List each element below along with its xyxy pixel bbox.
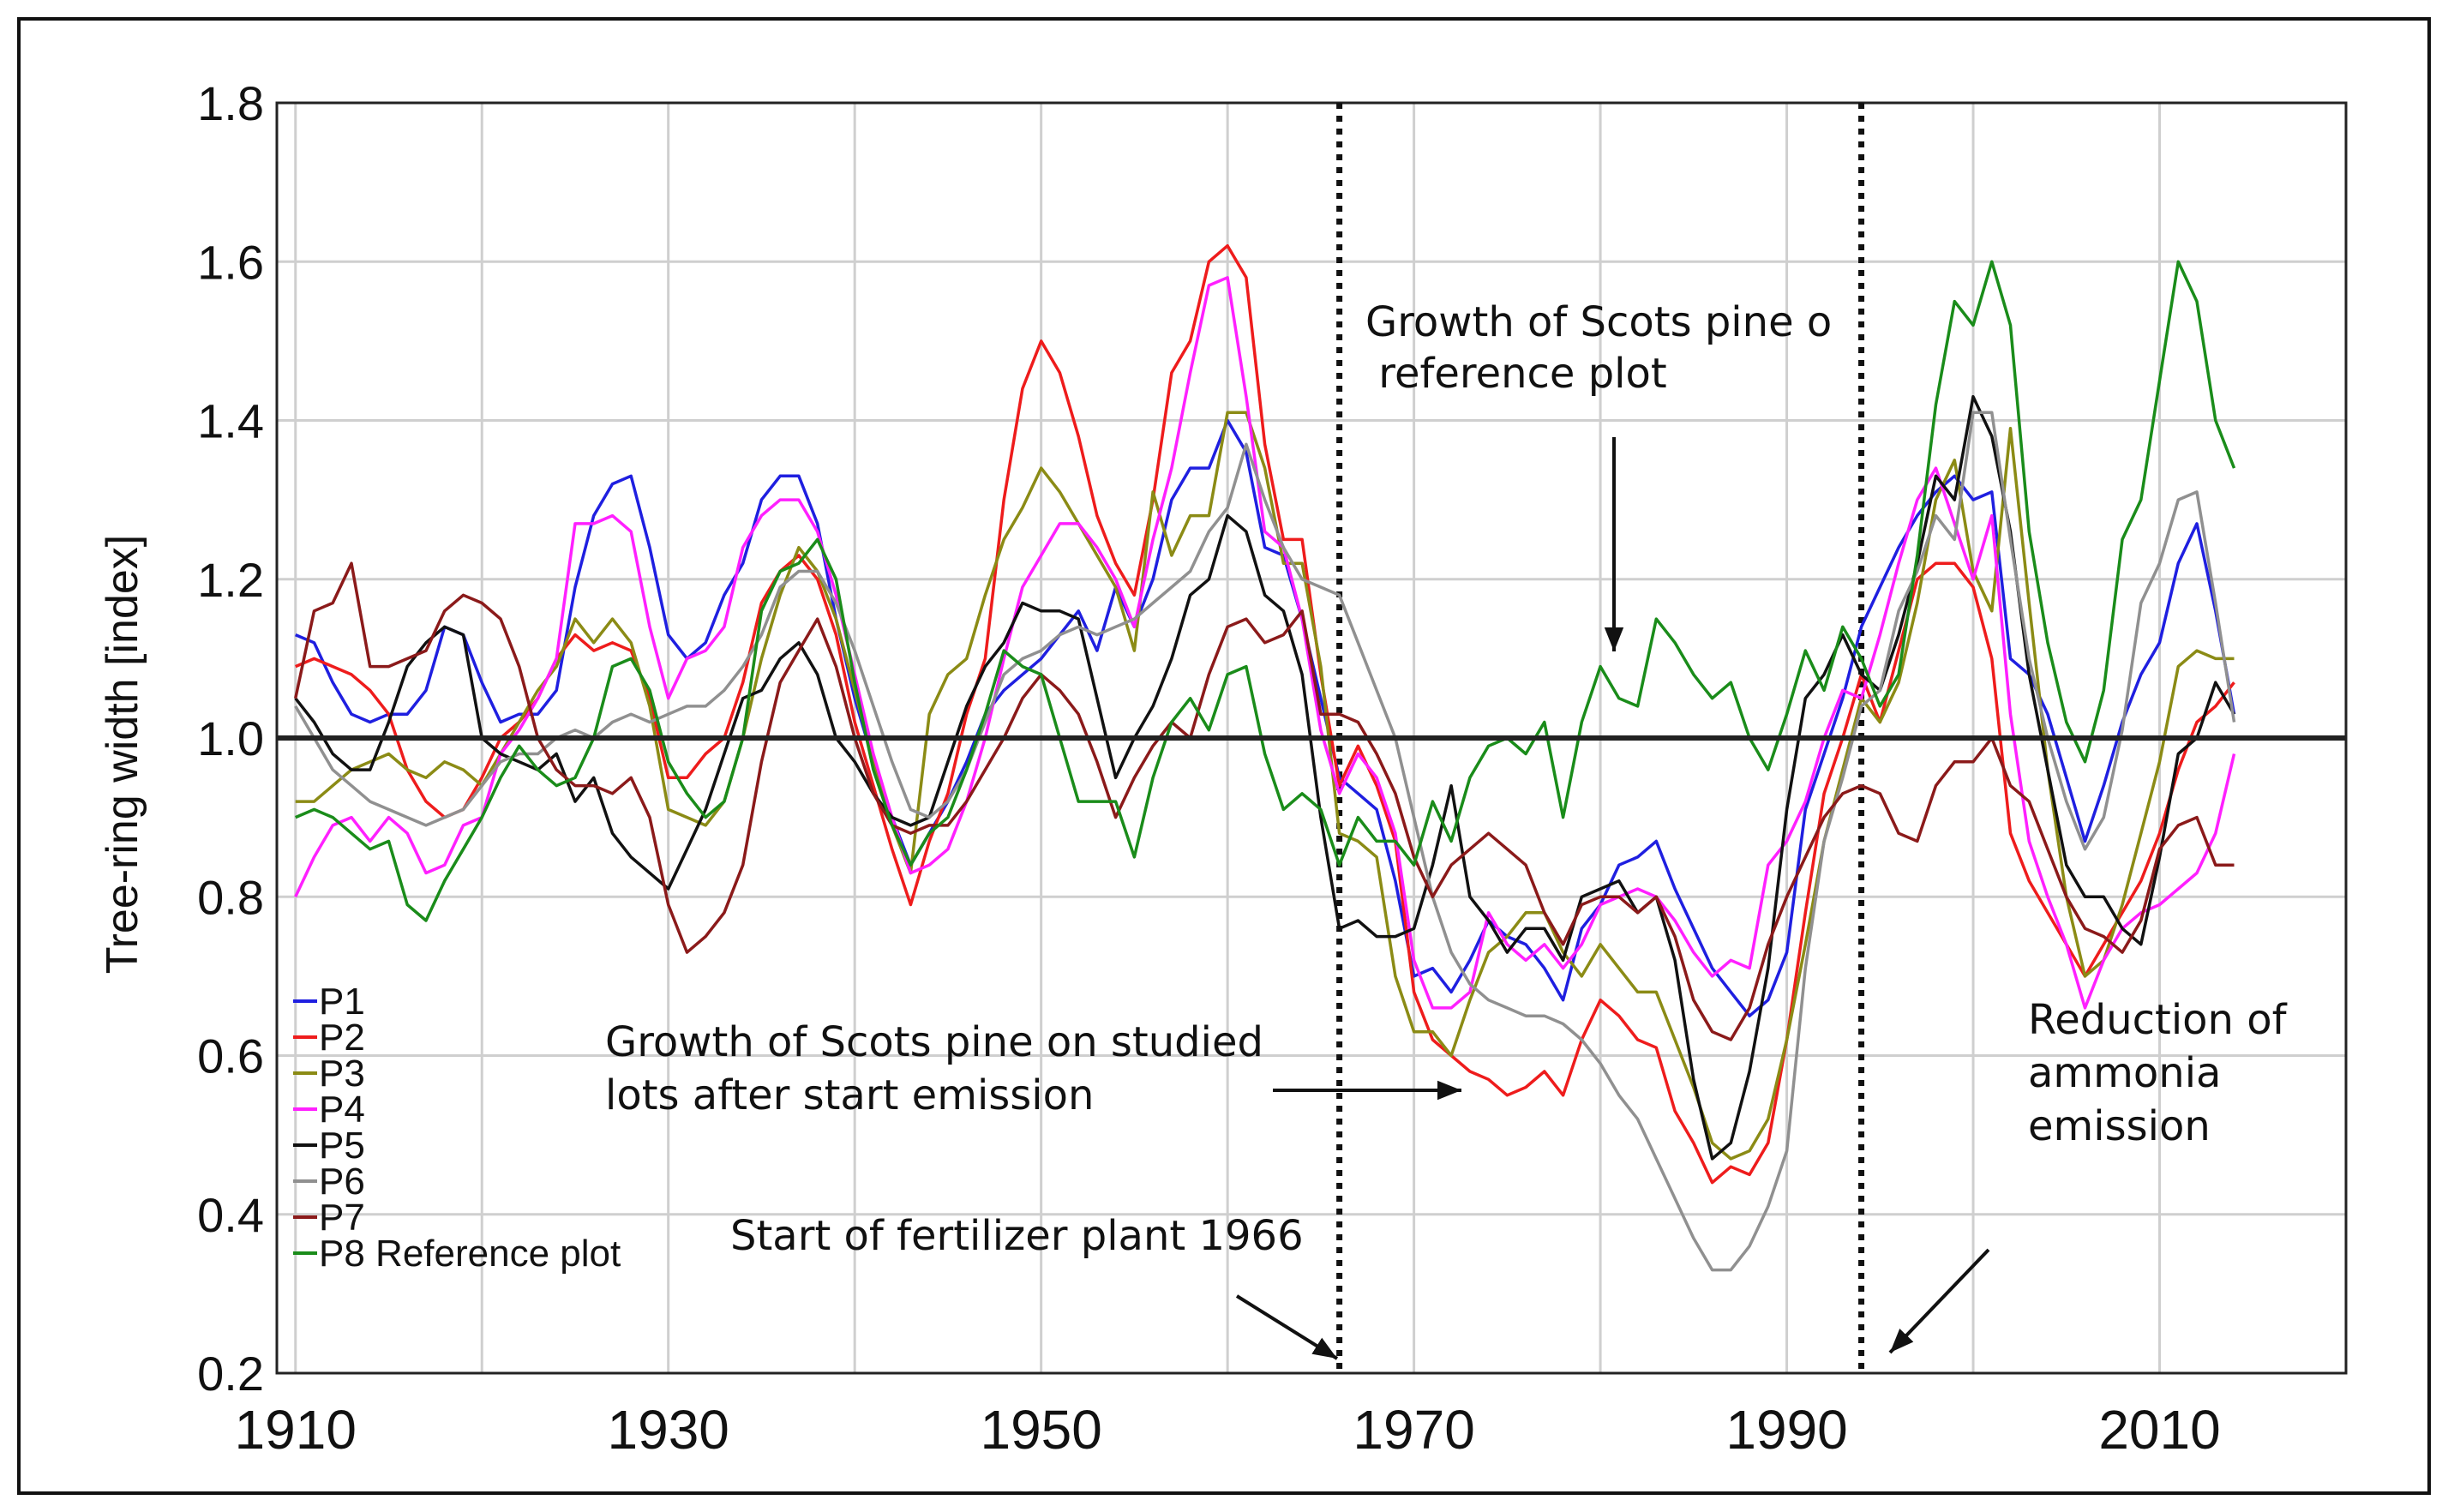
x-tick-label: 2010 (2098, 1399, 2220, 1461)
series-line-p3 (295, 411, 2235, 1161)
outer-frame (17, 17, 2431, 1495)
y-tick-label: 1.4 (197, 394, 264, 448)
series-line-p7 (293, 561, 2235, 1041)
series-line-p6 (294, 411, 2236, 1272)
annotation-ammonia-reduction: Reduction of ammonia emission (2028, 996, 2288, 1150)
y-tick-label: 1.2 (197, 553, 264, 607)
y-tick-labels: 0.2 0.4 0.6 0.8 1.0 1.2 1.4 1.6 1.8 (197, 76, 264, 1401)
y-tick-label: 0.8 (197, 870, 264, 924)
arrow-start-plant (1235, 1294, 1339, 1360)
series-lines (293, 243, 2236, 1272)
y-tick-label: 0.2 (197, 1347, 264, 1401)
series-line-p8 (295, 260, 2236, 922)
y-tick-label: 1.8 (197, 76, 264, 130)
legend-label: P8 Reference plot (319, 1233, 621, 1275)
legend-label: P5 (319, 1125, 365, 1167)
annotation-studied-plots: Growth of Scots pine on studied lots aft… (605, 1018, 1276, 1119)
x-tick-label: 1930 (608, 1399, 729, 1461)
y-tick-label: 1.6 (197, 235, 264, 289)
x-tick-label: 1910 (235, 1399, 357, 1461)
y-axis-label: Tree-ring width [index] (98, 535, 147, 975)
x-tick-label: 1950 (980, 1399, 1101, 1461)
legend-label: P7 (319, 1197, 365, 1239)
x-tick-labels: 1910 1930 1950 1970 1990 2010 (235, 1399, 2221, 1461)
legend-label: P1 (319, 981, 365, 1023)
y-tick-label: 0.6 (197, 1029, 264, 1083)
y-tick-label: 1.0 (197, 711, 264, 765)
legend-label: P4 (319, 1089, 365, 1131)
legend-label: P2 (319, 1017, 365, 1059)
series-line-p4 (294, 276, 2236, 1010)
annotation-start-plant: Start of fertilizer plant 1966 (730, 1212, 1304, 1260)
legend-label: P6 (319, 1161, 365, 1203)
annotation-reference-plot: Growth of Scots pine o reference plot (1365, 298, 1832, 398)
x-tick-label: 1990 (1725, 1399, 1847, 1461)
arrow-ammonia-reduction (1888, 1248, 1990, 1354)
x-tick-label: 1970 (1353, 1399, 1474, 1461)
y-tick-label: 0.4 (197, 1188, 264, 1242)
legend-label: P3 (319, 1053, 365, 1095)
